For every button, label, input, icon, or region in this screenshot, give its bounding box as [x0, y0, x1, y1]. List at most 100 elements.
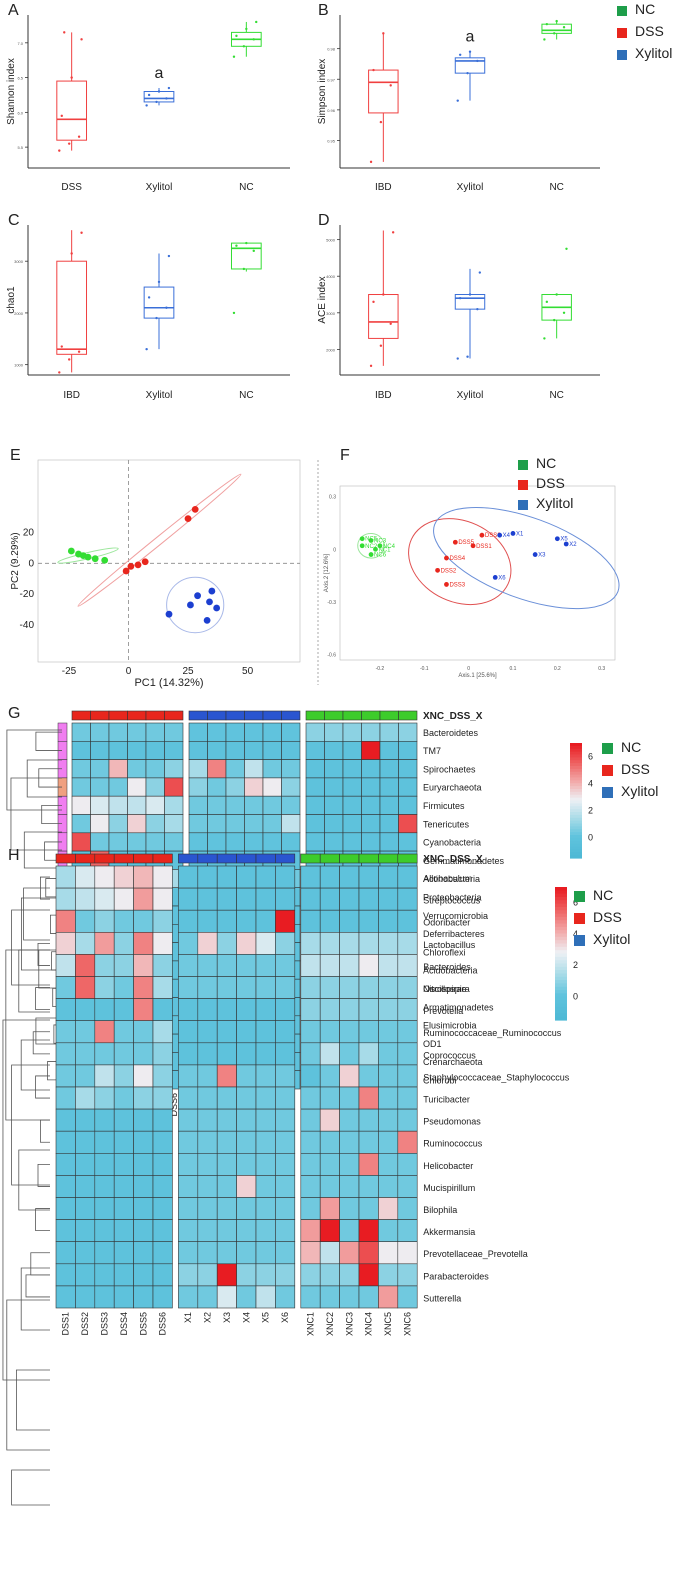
data-point [252, 38, 255, 41]
heatmap-cell [197, 1020, 218, 1044]
heatmap-cell [378, 954, 399, 977]
heatmap-cell [133, 1219, 154, 1242]
heatmap-cell [164, 795, 184, 815]
heatmap-cell [216, 998, 237, 1021]
data-point [389, 322, 392, 325]
heatmap-cell [378, 931, 399, 955]
heatmap-cell [197, 1086, 218, 1110]
dendrogram-branch [38, 949, 62, 989]
y-tick-label: 0.97 [327, 77, 336, 82]
data-point [553, 318, 556, 322]
heatmap-cell [379, 814, 399, 834]
heatmap-cell [342, 777, 362, 797]
data-point [67, 358, 71, 361]
color-scale-step [570, 760, 582, 764]
heatmap-cell [197, 1219, 218, 1242]
heatmap-cell [339, 1108, 360, 1132]
dendrogram-branch [44, 841, 62, 861]
legend-label-xylitol-h: Xylitol [593, 931, 630, 947]
heatmap-cell [71, 777, 91, 797]
heatmap-cell [236, 887, 257, 911]
heatmap-cell [255, 1042, 276, 1066]
heatmap-cell [55, 954, 76, 977]
dendrogram-branch [35, 1075, 50, 1099]
heatmap-cell [188, 759, 208, 779]
heatmap-cell [216, 865, 237, 889]
legend-label-nc-top: NC [635, 1, 655, 17]
data-point [372, 68, 375, 72]
dendrogram-branch [30, 1252, 50, 1276]
row-label: Crenarchaeota [423, 1057, 483, 1067]
heatmap-cell [378, 1020, 399, 1044]
heatmap-cell [397, 1042, 418, 1066]
y-tick-label: 0.98 [327, 47, 336, 52]
color-scale-step [555, 953, 567, 958]
heatmap-cell [358, 1042, 379, 1066]
x-tick-label: 0.1 [510, 666, 517, 672]
heatmap-cell [108, 832, 128, 852]
row-label: Chloroflexi [423, 947, 466, 957]
heatmap-cell [94, 1020, 115, 1044]
color-scale-step [555, 890, 567, 895]
row-label: Verrucomicrobia [423, 911, 488, 921]
color-scale-step [570, 794, 582, 799]
heatmap-cell [300, 909, 321, 933]
heatmap-cell [358, 909, 379, 933]
heatmap-cell [339, 954, 360, 977]
point-dss [444, 582, 449, 587]
color-scale-step [555, 970, 567, 975]
heatmap-cell [378, 1064, 399, 1088]
heatmap-cell [305, 814, 325, 834]
heatmap-cell [275, 931, 296, 955]
y-tick-label: 1000 [14, 363, 24, 368]
heatmap-cell [178, 1108, 199, 1132]
heatmap-cell [94, 865, 115, 889]
color-scale-step [570, 777, 582, 781]
heatmap-cell [178, 1086, 199, 1110]
heatmap-cell [255, 1219, 276, 1242]
heatmap-cell [225, 832, 245, 852]
heatmap-cell [94, 887, 115, 911]
data-point [165, 97, 168, 100]
heatmap-cell [133, 1285, 154, 1309]
data-point [562, 311, 566, 315]
heatmap-cell [75, 1020, 96, 1044]
heatmap-cell [152, 1108, 173, 1132]
column-label: XNC6 [403, 1312, 413, 1336]
heatmap-cell [339, 931, 360, 955]
heatmap-cell [305, 832, 325, 852]
x-tick-label: Xylitol [146, 390, 173, 401]
point-xylitol [206, 598, 213, 606]
heatmap-cell [178, 976, 199, 999]
heatmap-cell [255, 1130, 276, 1154]
column-label: DSS3 [100, 1312, 110, 1336]
legend-label-xylitol-top: Xylitol [635, 45, 672, 61]
heatmap-cell [164, 777, 184, 797]
heatmap-cell [71, 832, 91, 852]
heatmap-cell [178, 1241, 199, 1265]
heatmap-cell [342, 832, 362, 852]
legend-label-dss-top: DSS [635, 23, 664, 39]
data-point [80, 38, 83, 41]
heatmap-cell [339, 1241, 360, 1265]
data-point [476, 307, 479, 311]
heatmap-cell [55, 1197, 76, 1220]
data-point [60, 345, 63, 348]
color-scale-step [570, 852, 582, 856]
color-scale-step [555, 993, 567, 998]
color-scale-step [555, 980, 567, 985]
heatmap-cell [133, 976, 154, 999]
heatmap-cell [281, 814, 301, 834]
heatmap-cell [324, 795, 344, 815]
heatmap-cell [216, 976, 237, 999]
heatmap-cell [358, 998, 379, 1021]
data-point [80, 231, 83, 234]
point-xylitol [165, 610, 173, 618]
point-label: X6 [498, 575, 506, 581]
data-point [155, 100, 158, 104]
column-label: XNC1 [306, 1312, 316, 1336]
column-label: XNC2 [325, 1312, 335, 1336]
dendrogram-branch [11, 909, 50, 986]
legend-label-nc-g: NC [621, 739, 641, 755]
heatmap-cell [361, 740, 381, 760]
